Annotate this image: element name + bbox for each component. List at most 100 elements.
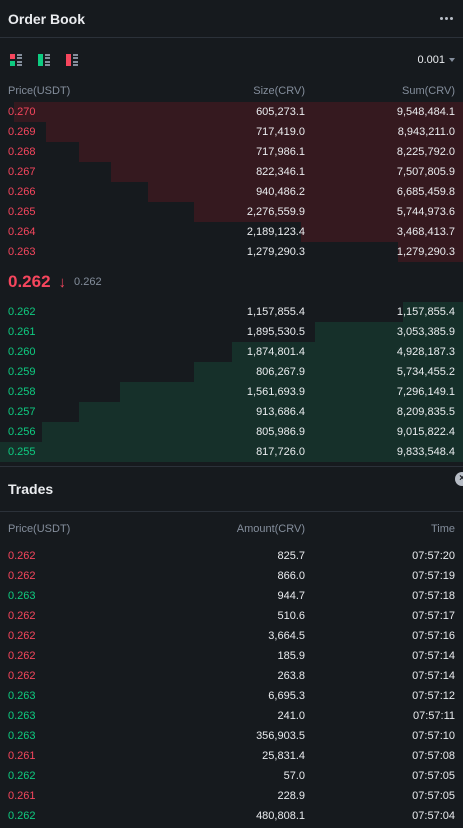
trade-row[interactable]: 0.262 825.7 07:57:20 [0,546,463,566]
trade-price-column-header: Price(USDT) [8,523,71,535]
close-icon[interactable]: × [455,472,463,486]
chevron-down-icon [449,58,455,62]
bid-row[interactable]: 0.255 817,726.0 9,833,548.4 [0,442,463,462]
bid-row[interactable]: 0.257 913,686.4 8,209,835.5 [0,402,463,422]
orderbook-size: 1,874,801.4 [246,346,305,358]
precision-value: 0.001 [417,54,445,66]
depth-bar [398,242,463,262]
ask-row[interactable]: 0.265 2,276,559.9 5,744,973.6 [0,202,463,222]
orderbook-sum: 3,053,385.9 [396,326,455,338]
ask-row[interactable]: 0.268 717,986.1 8,225,792.0 [0,142,463,162]
bid-row[interactable]: 0.260 1,874,801.4 4,928,187.3 [0,342,463,362]
depth-bar [78,402,463,422]
trade-row[interactable]: 0.262 263.8 07:57:14 [0,666,463,686]
trade-time: 07:57:08 [412,750,455,762]
trade-time: 07:57:17 [412,610,455,622]
orderbook-size: 2,276,559.9 [246,206,305,218]
ask-row[interactable]: 0.270 605,273.1 9,548,484.1 [0,102,463,122]
asks-list: 0.270 605,273.1 9,548,484.1 0.269 717,419.0 8… [0,102,463,262]
trade-time: 07:57:19 [412,570,455,582]
trade-price: 0.262 [8,610,36,622]
trade-row[interactable]: 0.261 228.9 07:57:05 [0,786,463,806]
trade-amount-column-header: Amount(CRV) [236,523,305,535]
orderbook-sum: 4,928,187.3 [396,346,455,358]
ask-row[interactable]: 0.267 822,346.1 7,507,805.9 [0,162,463,182]
trades-panel: × Trades Price(USDT) Amount(CRV) Time 0.… [0,466,463,828]
order-book-header: Order Book [0,0,463,38]
orderbook-price: 0.268 [8,146,36,158]
depth-bar [111,162,463,182]
trade-time: 07:57:16 [412,630,455,642]
depth-bar [46,122,463,142]
precision-select[interactable]: 0.001 [417,54,455,66]
orderbook-size: 1,895,530.5 [246,326,305,338]
depth-bar [78,142,463,162]
orderbook-price: 0.266 [8,186,36,198]
trade-price: 0.263 [8,590,36,602]
trade-row[interactable]: 0.262 866.0 07:57:19 [0,566,463,586]
bid-row[interactable]: 0.261 1,895,530.5 3,053,385.9 [0,322,463,342]
depth-bar [0,442,463,462]
mark-price: 0.262 [74,276,102,288]
orderbook-sum: 8,225,792.0 [396,146,455,158]
trade-row[interactable]: 0.263 944.7 07:57:18 [0,586,463,606]
trade-price: 0.262 [8,770,36,782]
trade-amount: 3,664.5 [268,630,305,642]
trade-time: 07:57:14 [412,670,455,682]
orderbook-sum: 8,209,835.5 [396,406,455,418]
trade-row[interactable]: 0.262 510.6 07:57:17 [0,606,463,626]
trade-price: 0.263 [8,690,36,702]
trade-row[interactable]: 0.262 57.0 07:57:05 [0,766,463,786]
trade-row[interactable]: 0.263 356,903.5 07:57:10 [0,726,463,746]
both-sides-view-icon[interactable] [10,54,22,66]
orderbook-price: 0.262 [8,306,36,318]
ask-row[interactable]: 0.263 1,279,290.3 1,279,290.3 [0,242,463,262]
depth-bar [148,182,463,202]
depth-bar [194,202,463,222]
trade-time: 07:57:05 [412,770,455,782]
bid-row[interactable]: 0.258 1,561,693.9 7,296,149.1 [0,382,463,402]
trade-row[interactable]: 0.263 6,695.3 07:57:12 [0,686,463,706]
bid-row[interactable]: 0.256 805,986.9 9,015,822.4 [0,422,463,442]
trade-price: 0.262 [8,670,36,682]
order-book-title: Order Book [8,10,86,27]
orderbook-size: 717,419.0 [256,126,305,138]
trade-row[interactable]: 0.262 480,808.1 07:57:04 [0,806,463,826]
trade-amount: 57.0 [283,770,305,782]
orderbook-size: 913,686.4 [256,406,305,418]
trade-price: 0.263 [8,730,36,742]
orderbook-size: 817,726.0 [256,446,305,458]
orderbook-sum: 5,744,973.6 [396,206,455,218]
size-column-header: Size(CRV) [253,85,305,97]
trade-amount: 510.6 [277,610,305,622]
ask-row[interactable]: 0.264 2,189,123.4 3,468,413.7 [0,222,463,242]
orderbook-price: 0.256 [8,426,36,438]
trade-row[interactable]: 0.263 241.0 07:57:11 [0,706,463,726]
arrow-down-icon: ↓ [58,273,67,291]
asks-only-view-icon[interactable] [66,54,78,66]
ask-row[interactable]: 0.269 717,419.0 8,943,211.0 [0,122,463,142]
trade-row[interactable]: 0.262 185.9 07:57:14 [0,646,463,666]
trade-row[interactable]: 0.262 3,664.5 07:57:16 [0,626,463,646]
ask-row[interactable]: 0.266 940,486.2 6,685,459.8 [0,182,463,202]
trade-row[interactable]: 0.261 25,831.4 07:57:08 [0,746,463,766]
trade-time: 07:57:05 [412,790,455,802]
orderbook-price: 0.259 [8,366,36,378]
bids-only-view-icon[interactable] [38,54,50,66]
order-book-column-header: Price(USDT) Size(CRV) Sum(CRV) [0,82,463,100]
more-options-icon[interactable] [440,17,455,20]
bid-row[interactable]: 0.259 806,267.9 5,734,455.2 [0,362,463,382]
bid-row[interactable]: 0.262 1,157,855.4 1,157,855.4 [0,302,463,322]
order-book-panel: Order Book [0,0,463,462]
trade-time: 07:57:20 [412,550,455,562]
trade-amount: 6,695.3 [268,690,305,702]
orderbook-size: 2,189,123.4 [246,226,305,238]
orderbook-sum: 9,015,822.4 [396,426,455,438]
trade-amount: 356,903.5 [256,730,305,742]
orderbook-size: 940,486.2 [256,186,305,198]
orderbook-size: 717,986.1 [256,146,305,158]
orderbook-size: 605,273.1 [256,106,305,118]
orderbook-size: 1,157,855.4 [246,306,305,318]
depth-bar [120,382,463,402]
trade-amount: 185.9 [277,650,305,662]
